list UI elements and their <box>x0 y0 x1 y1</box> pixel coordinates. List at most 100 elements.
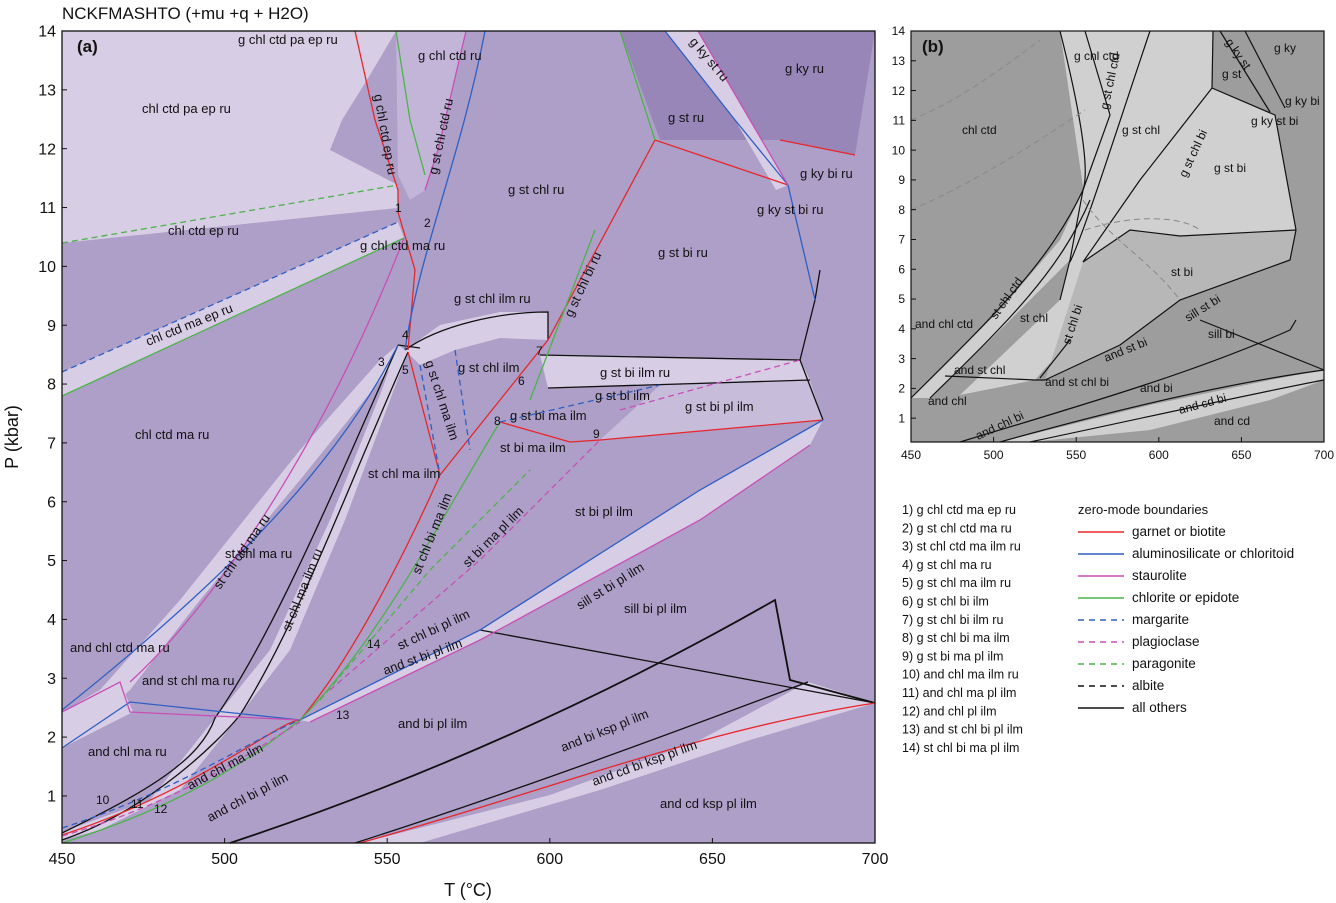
x-tick-label: 700 <box>1314 448 1334 462</box>
panel-b-label: (b) <box>922 37 944 56</box>
field-chl-ctd-pa-ep-ru <box>62 31 398 243</box>
y-tick-label: 4 <box>47 612 56 629</box>
y-tick-label: 2 <box>47 730 56 747</box>
field-g-ky-ru-region <box>620 31 875 155</box>
x-tick-label: 650 <box>1231 448 1251 462</box>
field-label: st bi ma ilm <box>500 440 566 455</box>
legend-label: all others <box>1132 700 1187 715</box>
y-tick-label: 13 <box>892 54 906 68</box>
assemblage-item: 9) g st bi ma pl ilm <box>902 649 1003 663</box>
field-label: g st chl ilm <box>458 360 519 375</box>
y-tick-label: 7 <box>898 233 905 247</box>
field-label: and chl ctd <box>915 317 973 331</box>
y-tick-label: 2 <box>898 382 905 396</box>
field-label: sill bi <box>1208 327 1235 341</box>
field-label: and bi pl ilm <box>398 716 467 731</box>
assemblage-item: 7) g st chl bi ilm ru <box>902 613 1003 627</box>
field-label: sill bi pl ilm <box>624 601 687 616</box>
panel-a-point-labels: 1 2 3 4 5 6 7 8 9 10 11 12 13 14 <box>96 201 600 816</box>
assemblage-item: 12) and chl pl ilm <box>902 704 997 718</box>
y-tick-label: 8 <box>47 377 56 394</box>
y-tick-label: 10 <box>38 259 56 276</box>
y-tick-label: 8 <box>898 203 905 217</box>
field-label: chl ctd ep ru <box>168 223 239 238</box>
field-label: g st ru <box>668 110 704 125</box>
point-label: 5 <box>402 363 409 377</box>
x-tick-label: 600 <box>1149 448 1169 462</box>
y-tick-label: 12 <box>892 84 906 98</box>
field-label: and cd <box>1214 414 1250 428</box>
x-tick-label: 550 <box>374 851 401 868</box>
field-label: st chl <box>1020 311 1048 325</box>
field-label: g ky st bi ru <box>757 202 823 217</box>
panel-b-band-and-cd-bi <box>1000 370 1324 442</box>
point-label: 9 <box>593 427 600 441</box>
assemblage-item: 10) and chl ma ilm ru <box>902 668 1019 682</box>
y-tick-label: 11 <box>893 114 906 128</box>
point-label: 3 <box>378 355 385 369</box>
assemblage-item: 11) and chl ma pl ilm <box>902 686 1016 700</box>
legend-items: garnet or biotite aluminosilicate or chlo… <box>1078 524 1294 715</box>
panel-b-mid-region <box>1045 230 1296 380</box>
panel-b-boundaries <box>910 30 1325 443</box>
y-tick-label: 12 <box>38 141 56 158</box>
field-label: st chl ma ru <box>225 546 292 561</box>
band-and-chl-ctd-ma-ru <box>62 682 133 748</box>
point-label: 14 <box>367 637 381 651</box>
panel-b-light-region <box>960 31 1296 395</box>
legend-title: zero-mode boundaries <box>1078 502 1209 517</box>
point-label: 12 <box>154 802 168 816</box>
band-g-st-chl-ilm-ru <box>405 312 548 365</box>
y-tick-label: 1 <box>47 789 56 806</box>
point-label: 1 <box>395 201 402 215</box>
y-tick-label: 1 <box>898 411 905 425</box>
legend-label: garnet or biotite <box>1132 524 1226 539</box>
field-label: chl ctd <box>962 123 997 137</box>
field-label: and st chl bi <box>1045 375 1109 389</box>
band-g-ky-st-ru <box>665 31 788 190</box>
y-axis-label: P (kbar) <box>2 405 22 469</box>
point-label: 13 <box>336 708 350 722</box>
panel-b-frame <box>910 30 1325 443</box>
y-tick-label: 7 <box>47 435 56 452</box>
x-tick-label: 500 <box>984 448 1004 462</box>
y-tick-label: 11 <box>39 200 56 217</box>
y-tick-label: 9 <box>898 173 905 187</box>
field-label: and chl ctd ma ru <box>70 640 170 655</box>
y-tick-label: 10 <box>892 143 906 157</box>
field-label: g st chl <box>1122 123 1160 137</box>
legend-label: margarite <box>1132 612 1189 627</box>
point-label: 2 <box>424 216 431 230</box>
y-tick-label: 4 <box>898 322 905 336</box>
field-g-chl-ctd-ru <box>396 31 466 200</box>
field-label: st chl ma ilm <box>368 466 440 481</box>
x-tick-label: 450 <box>49 851 76 868</box>
band-chl-ctd-ma-ep-ru <box>62 222 404 396</box>
field-label: and st chl ma ru <box>142 673 235 688</box>
field-g-st-bi-ilm-ru <box>540 355 810 388</box>
y-tick-label: 9 <box>47 318 56 335</box>
assemblage-list: 1) g chl ctd ma ep ru 2) g st chl ctd ma … <box>902 503 1023 755</box>
field-label: st bi <box>1171 265 1193 279</box>
field-label: g st bi ma ilm <box>510 408 587 423</box>
point-label: 11 <box>131 797 144 811</box>
x-tick-label: 700 <box>862 851 889 868</box>
field-label: g ky ru <box>785 61 824 76</box>
panel-a-x-axis: 450 500 550 600 650 700 <box>49 838 889 868</box>
x-tick-label: 550 <box>1066 448 1086 462</box>
assemblage-item: 8) g st chl bi ma ilm <box>902 631 1010 645</box>
field-label: g chl ctd pa ep ru <box>238 32 338 47</box>
assemblage-item: 1) g chl ctd ma ep ru <box>902 503 1016 517</box>
legend-label: staurolite <box>1132 568 1187 583</box>
field-label: g st bi ilm <box>595 388 650 403</box>
field-label: g ky bi ru <box>800 166 853 181</box>
legend: zero-mode boundaries garnet or biotite al… <box>1078 502 1294 715</box>
legend-label: chlorite or epidote <box>1132 590 1239 605</box>
assemblage-item: 5) g st chl ma ilm ru <box>902 576 1011 590</box>
y-tick-label: 5 <box>47 553 56 570</box>
band-st-chl-ma-ilm-ru <box>215 345 408 718</box>
field-label: g chl ctd <box>1074 49 1119 63</box>
field-label: g st bi pl ilm <box>685 399 754 414</box>
